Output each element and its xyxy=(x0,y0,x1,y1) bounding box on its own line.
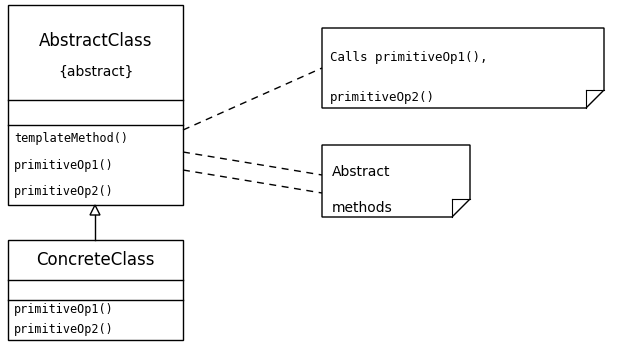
Text: primitiveOp1(): primitiveOp1() xyxy=(14,303,114,316)
Text: primitiveOp1(): primitiveOp1() xyxy=(14,158,114,172)
Bar xyxy=(8,5,183,205)
Text: AbstractClass: AbstractClass xyxy=(39,32,152,50)
Text: ConcreteClass: ConcreteClass xyxy=(36,251,155,269)
Text: templateMethod(): templateMethod() xyxy=(14,132,128,145)
Text: Abstract: Abstract xyxy=(332,165,391,179)
Polygon shape xyxy=(322,145,470,217)
Bar xyxy=(8,240,183,340)
Text: {abstract}: {abstract} xyxy=(58,64,133,79)
Text: methods: methods xyxy=(332,201,392,215)
Polygon shape xyxy=(90,205,100,215)
Polygon shape xyxy=(322,28,604,108)
Text: primitiveOp2(): primitiveOp2() xyxy=(330,92,435,104)
Text: primitiveOp2(): primitiveOp2() xyxy=(14,185,114,198)
Text: primitiveOp2(): primitiveOp2() xyxy=(14,324,114,337)
Text: Calls primitiveOp1(),: Calls primitiveOp1(), xyxy=(330,52,488,64)
